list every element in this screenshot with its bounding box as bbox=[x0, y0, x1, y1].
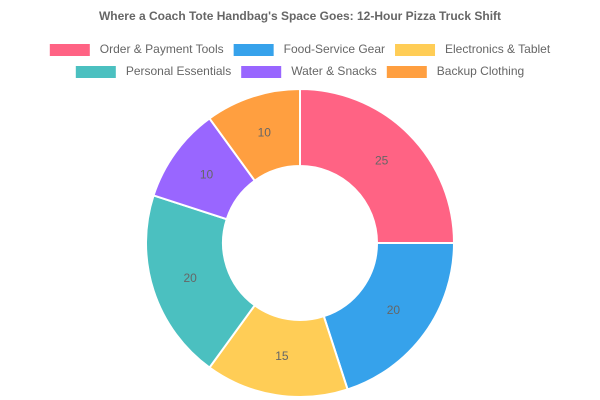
legend-label: Personal Essentials bbox=[126, 64, 231, 78]
legend-label: Water & Snacks bbox=[291, 64, 377, 78]
legend-swatch bbox=[233, 44, 274, 56]
legend-swatch bbox=[241, 66, 282, 78]
slice bbox=[208, 303, 349, 398]
legend-swatch bbox=[386, 66, 427, 78]
legend-label: Food-Service Gear bbox=[284, 42, 385, 56]
slice bbox=[299, 87, 456, 244]
chart-title: Where a Coach Tote Handbag's Space Goes:… bbox=[99, 9, 501, 23]
legend-label: Electronics & Tablet bbox=[445, 42, 551, 56]
data-label: 20 bbox=[387, 303, 401, 317]
data-label: 10 bbox=[258, 125, 272, 139]
legend-swatch bbox=[49, 44, 90, 56]
legend-label: Order & Payment Tools bbox=[100, 42, 224, 56]
slice bbox=[208, 87, 301, 183]
legend-swatch bbox=[395, 44, 436, 56]
data-label: 10 bbox=[200, 167, 214, 181]
legend-label: Backup Clothing bbox=[437, 64, 524, 78]
slice bbox=[145, 194, 257, 369]
data-label: 15 bbox=[275, 349, 289, 363]
data-label: 25 bbox=[375, 154, 389, 168]
slice bbox=[322, 242, 456, 391]
data-label: 20 bbox=[183, 271, 197, 285]
legend-swatch bbox=[75, 66, 116, 78]
